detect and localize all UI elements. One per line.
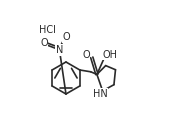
Text: O: O: [63, 32, 70, 42]
Text: N: N: [56, 45, 63, 55]
Text: O: O: [40, 38, 48, 48]
Text: OH: OH: [102, 50, 117, 60]
Text: HCl: HCl: [39, 25, 56, 35]
Text: O: O: [82, 50, 90, 60]
Text: HN: HN: [93, 89, 108, 99]
